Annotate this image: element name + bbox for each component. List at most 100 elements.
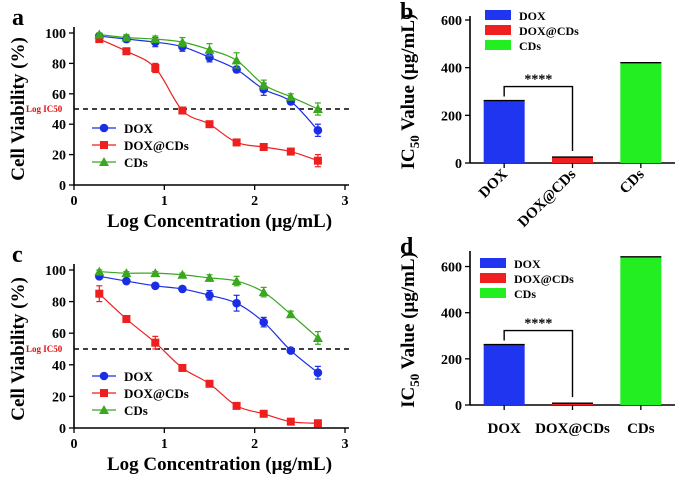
y-tick-label: 60 (52, 88, 66, 103)
x-tick-label: CDs (617, 166, 648, 197)
data-point (313, 419, 322, 428)
y-tick-label: 0 (59, 422, 66, 437)
y-tick-label: 80 (52, 296, 66, 311)
data-point (95, 35, 104, 44)
legend-marker (100, 389, 108, 397)
data-point (94, 266, 105, 276)
data-point (151, 338, 160, 347)
data-point (258, 287, 269, 297)
data-point (312, 104, 323, 113)
legend-label: CDs (124, 403, 148, 418)
y-tick-label: 60 (52, 327, 66, 342)
panel-letter: c (12, 242, 23, 268)
data-point (285, 309, 296, 319)
x-tick-label: 3 (342, 194, 349, 209)
significance-label: **** (524, 317, 552, 332)
data-point (286, 417, 295, 426)
y-tick-label: 20 (52, 149, 66, 164)
legend-label: DOX (124, 369, 154, 384)
bar-doxcds (552, 403, 593, 405)
y-axis-title: IC50 Value (μg/mL) (398, 14, 422, 170)
panel-letter: d (400, 234, 414, 260)
legend-label: CDs (124, 155, 148, 170)
data-point (286, 147, 295, 156)
y-tick-label: 200 (441, 353, 462, 368)
x-tick-label: DOX (476, 166, 511, 201)
y-tick-label: 400 (441, 307, 462, 322)
data-point (204, 44, 215, 54)
ic50-label: Log IC50 (26, 344, 63, 354)
data-point (313, 368, 323, 378)
legend-marker (99, 371, 109, 381)
legend-swatch (485, 10, 511, 20)
data-point (122, 47, 131, 56)
x-tick-label: 1 (161, 437, 168, 452)
legend-swatch (480, 258, 506, 268)
legend-marker (100, 141, 108, 149)
data-point (177, 37, 188, 47)
series-cds: CDs (92, 266, 323, 418)
data-point (150, 268, 161, 278)
data-point (178, 106, 187, 115)
x-tick-label: 2 (251, 194, 258, 209)
series-doxcds: DOX@CDs (92, 285, 322, 428)
data-point (177, 269, 188, 279)
legend-label: DOX (519, 9, 546, 23)
y-tick-label: 0 (59, 179, 66, 194)
data-point (286, 346, 296, 355)
data-point (312, 332, 323, 342)
x-tick-label: CDs (627, 421, 655, 437)
data-point (205, 290, 214, 300)
data-point (205, 120, 214, 129)
bar-cds (620, 62, 662, 163)
y-tick-label: 80 (52, 57, 66, 72)
x-tick-label: DOX (487, 421, 521, 437)
data-point (151, 281, 160, 291)
significance-bracket (503, 329, 574, 398)
y-tick-label: 600 (441, 261, 462, 276)
data-point (94, 29, 105, 39)
legend-marker (99, 405, 109, 414)
y-tick-label: 400 (441, 62, 462, 77)
y-tick-label: 40 (52, 118, 66, 133)
legend-swatch (485, 40, 511, 50)
y-axis-title: Cell Viability (%) (8, 37, 29, 181)
y-tick-label: 0 (455, 399, 462, 414)
panel-a: a 0 20 40 60 80 100 0 1 2 3 Cell Viability (%) Log C… (8, 5, 349, 232)
data-point (205, 53, 214, 62)
y-tick-label: 100 (45, 27, 66, 42)
data-point (231, 55, 242, 65)
y-tick-label: 40 (52, 359, 66, 374)
data-point (231, 276, 242, 286)
legend-label: DOX@CDs (519, 24, 579, 38)
ic50-label: Log IC50 (26, 104, 63, 114)
data-point (121, 32, 132, 42)
data-point (122, 276, 131, 286)
bar-cds (620, 256, 662, 405)
x-tick-label: 0 (71, 437, 78, 452)
legend-swatch (480, 273, 506, 283)
legend-label: DOX@CDs (124, 138, 189, 153)
data-point (259, 409, 268, 418)
significance-bracket (503, 85, 574, 152)
y-axis-title: IC50 Value (μg/mL) (398, 252, 422, 408)
bar-doxcds (552, 157, 593, 163)
data-point (122, 314, 131, 323)
data-point (205, 379, 214, 388)
panel-letter: a (12, 5, 24, 31)
x-tick-label: DOX@CDs (535, 421, 610, 437)
bar-dox (483, 344, 525, 405)
x-axis-title: Log Concentration (μg/mL) (107, 211, 332, 232)
legend-label: CDs (519, 39, 541, 53)
significance-label: **** (524, 73, 552, 88)
data-point (178, 363, 187, 372)
legend-swatch (480, 288, 506, 298)
x-axis-title: Log Concentration (μg/mL) (107, 454, 332, 475)
data-point (232, 298, 241, 308)
data-point (232, 138, 241, 147)
legend-swatch (485, 25, 511, 35)
data-point (258, 79, 269, 89)
data-point (178, 284, 187, 294)
